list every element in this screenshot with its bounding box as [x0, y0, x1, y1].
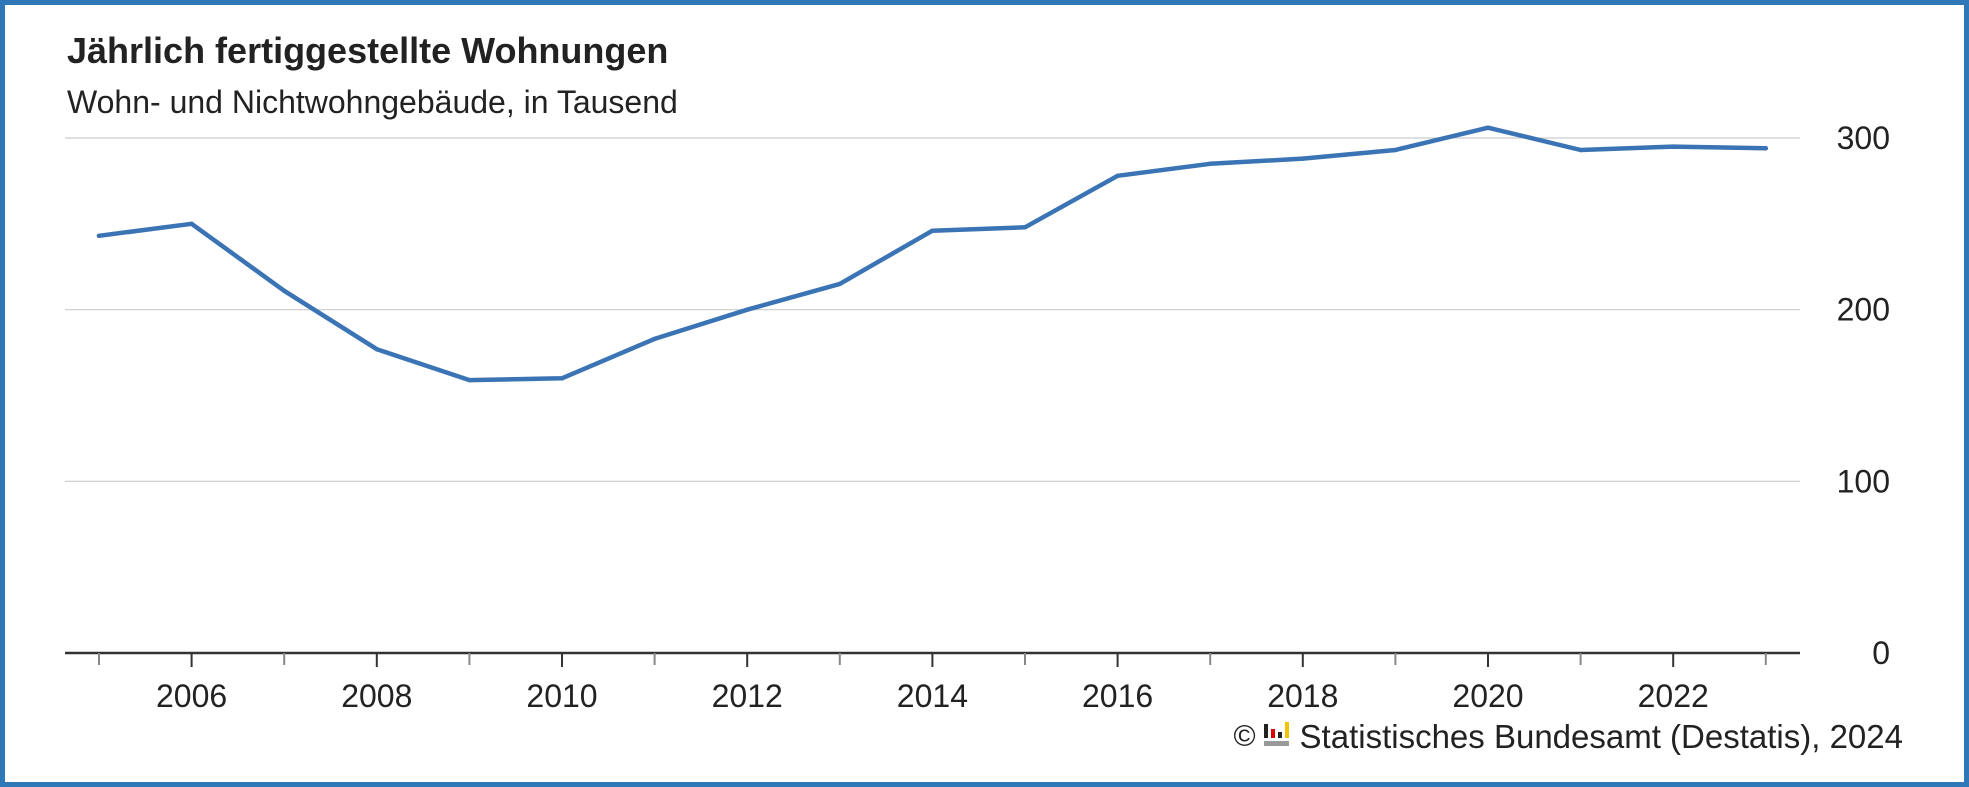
y-tick-label-100: 100 — [1837, 463, 1890, 499]
x-tick-label-2012: 2012 — [712, 678, 783, 714]
x-tick-label-2020: 2020 — [1452, 678, 1523, 714]
data-point-2018 — [1300, 156, 1306, 161]
series-layer — [96, 125, 1769, 383]
x-tick-label-2014: 2014 — [897, 678, 968, 714]
x-tick-label-2016: 2016 — [1082, 678, 1153, 714]
data-point-2010 — [559, 376, 565, 381]
data-point-2021 — [1578, 147, 1583, 153]
data-point-2017 — [1208, 161, 1213, 166]
x-tick-label-2018: 2018 — [1267, 678, 1338, 714]
grid-lines — [65, 137, 1800, 482]
data-point-2008 — [374, 346, 379, 352]
x-axis — [65, 651, 1800, 667]
data-point-2023 — [1763, 146, 1769, 151]
data-point-2022 — [1671, 144, 1676, 149]
x-tick-label-2008: 2008 — [341, 678, 412, 714]
data-point-2015 — [1022, 225, 1028, 230]
data-point-2014 — [930, 228, 935, 233]
y-tick-label-0: 0 — [1872, 635, 1890, 671]
chart-subtitle: Wohn- und Nichtwohngebäude, in Tausend — [67, 84, 678, 120]
source-text: Statistisches Bundesamt (Destatis), 2024 — [1299, 718, 1903, 755]
data-point-2007 — [282, 288, 287, 293]
x-tick-label-2010: 2010 — [526, 678, 597, 714]
copyright-symbol: © — [1233, 720, 1256, 753]
x-axis-tick-labels: 2006 2008 2010 2012 2014 2016 2018 2020 2022 — [156, 678, 1709, 714]
data-point-2019 — [1393, 147, 1398, 153]
series-line-0 — [96, 125, 1769, 383]
data-point-2005 — [96, 233, 102, 239]
y-tick-label-300: 300 — [1837, 120, 1890, 156]
data-point-2006 — [189, 221, 194, 227]
data-point-2016 — [1115, 173, 1120, 178]
source-credit: © Statistisches Bundesamt (Destatis), 20… — [1233, 718, 1903, 756]
destatis-logo-icon — [1262, 718, 1290, 756]
x-tick-label-2022: 2022 — [1638, 678, 1709, 714]
data-point-2011 — [652, 336, 657, 342]
x-tick-label-2006: 2006 — [156, 678, 227, 714]
data-point-2012 — [745, 307, 750, 312]
data-point-2013 — [837, 281, 842, 287]
data-point-2009 — [467, 377, 472, 383]
y-axis-tick-labels: 0 100 200 300 — [1837, 120, 1890, 671]
y-tick-label-200: 200 — [1837, 292, 1890, 328]
data-point-2020 — [1485, 125, 1491, 130]
chart-title: Jährlich fertiggestellte Wohnungen — [67, 30, 669, 71]
